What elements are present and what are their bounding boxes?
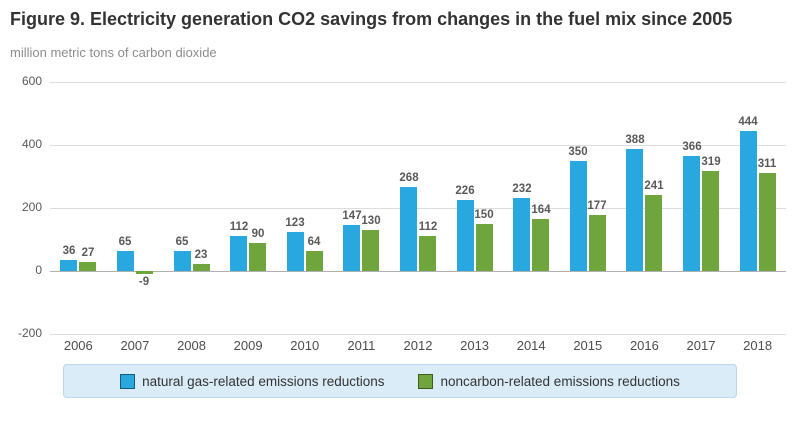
bar-green-2015 <box>589 215 606 272</box>
bar-blue-2015 <box>570 161 587 272</box>
legend-label: natural gas-related emissions reductions <box>142 373 385 389</box>
bar-blue-2013 <box>457 200 474 272</box>
bar-value-label: 444 <box>738 116 758 129</box>
bar-value-label: 23 <box>194 249 208 262</box>
legend-swatch-blue <box>120 373 136 389</box>
bar-value-label: 90 <box>251 228 265 241</box>
legend-item: noncarbon-related emissions reductions <box>418 373 680 389</box>
legend-label: noncarbon-related emissions reductions <box>440 373 680 389</box>
y-tick-label: 0 <box>35 263 42 278</box>
bar-value-label: 36 <box>62 245 76 258</box>
x-axis-label: 2011 <box>347 337 376 353</box>
bar-value-label: 388 <box>625 134 645 147</box>
bar-blue-2017 <box>683 156 700 272</box>
bar-blue-2012 <box>400 187 417 272</box>
bar-green-2010 <box>306 251 323 272</box>
y-tick-label: 200 <box>21 200 42 215</box>
chart-title: Figure 9. Electricity generation CO2 sav… <box>10 9 733 29</box>
x-axis: 2006 2007 2008 2009 2010 2011 2012 2013 2014 2015… <box>50 334 786 356</box>
bar-green-2017 <box>702 171 719 272</box>
bar-value-label: 366 <box>682 141 702 154</box>
legend-swatch-green <box>418 373 434 389</box>
bar-value-label: 164 <box>531 204 551 217</box>
bar-value-label: 150 <box>474 209 494 222</box>
bar-green-2013 <box>476 224 493 272</box>
bar-value-label: 241 <box>644 180 664 193</box>
y-tick-label: -200 <box>17 326 42 341</box>
plot-area: 36 27 65 -9 65 23 112 90 123 64 147 130 268 112 226 150… <box>50 82 786 336</box>
bar-value-label: 65 <box>175 236 189 249</box>
x-axis-label: 2014 <box>516 337 546 353</box>
bar-value-label: 123 <box>285 217 305 230</box>
gridline <box>50 82 786 84</box>
bar-blue-2011 <box>343 225 360 272</box>
legend: natural gas-related emissions reductions… <box>63 364 737 399</box>
x-axis-label: 2018 <box>743 337 773 353</box>
y-tick-label: 600 <box>21 74 42 89</box>
bar-green-2012 <box>419 236 436 272</box>
bar-value-label: 130 <box>361 215 381 228</box>
x-axis-label: 2008 <box>177 337 206 353</box>
bar-value-label: 27 <box>81 247 95 260</box>
chart: 36 27 65 -9 65 23 112 90 123 64 147 130 268 112 226 150… <box>0 66 800 340</box>
x-axis-label: 2006 <box>63 337 93 353</box>
bar-green-2007 <box>136 271 153 275</box>
gridline <box>50 271 786 273</box>
bar-blue-2006 <box>60 260 77 272</box>
bar-value-label: -9 <box>138 276 150 289</box>
bar-green-2014 <box>532 219 549 272</box>
gridline <box>50 145 786 147</box>
x-axis-label: 2007 <box>120 337 150 353</box>
bar-value-label: 65 <box>118 236 132 249</box>
x-axis-label: 2017 <box>686 337 716 353</box>
bar-blue-2018 <box>740 131 757 272</box>
axis-unit-label: million metric tons of carbon dioxide <box>10 45 217 61</box>
bar-blue-2010 <box>287 232 304 272</box>
gridline <box>50 334 786 336</box>
y-tick-label: 400 <box>21 137 42 152</box>
bar-value-label: 319 <box>701 156 721 169</box>
x-axis-label: 2010 <box>290 337 320 353</box>
gridline <box>50 208 786 210</box>
bar-value-label: 350 <box>568 146 588 159</box>
bar-green-2018 <box>759 173 776 272</box>
bar-value-label: 311 <box>757 158 777 171</box>
bar-value-label: 147 <box>342 210 362 223</box>
bar-value-label: 112 <box>229 221 249 234</box>
bar-value-label: 226 <box>455 185 475 198</box>
bar-blue-2016 <box>626 149 643 272</box>
bar-green-2009 <box>249 243 266 272</box>
bar-blue-2007 <box>117 251 134 272</box>
bar-blue-2009 <box>230 236 247 272</box>
bar-green-2011 <box>362 230 379 272</box>
legend-item: natural gas-related emissions reductions <box>120 373 385 389</box>
x-axis-label: 2015 <box>573 337 603 353</box>
bar-value-label: 177 <box>587 200 607 213</box>
bar-value-label: 232 <box>512 183 532 196</box>
bar-green-2016 <box>645 195 662 272</box>
bar-blue-2008 <box>174 251 191 272</box>
bar-value-label: 112 <box>418 221 438 234</box>
x-axis-label: 2012 <box>403 337 433 353</box>
bar-value-label: 64 <box>307 236 321 249</box>
bar-green-2006 <box>79 262 96 272</box>
bar-blue-2014 <box>513 198 530 272</box>
bar-value-label: 268 <box>399 172 419 185</box>
bar-green-2008 <box>193 264 210 272</box>
x-axis-label: 2013 <box>460 337 490 353</box>
x-axis-label: 2016 <box>629 337 659 353</box>
x-axis-label: 2009 <box>233 337 263 353</box>
